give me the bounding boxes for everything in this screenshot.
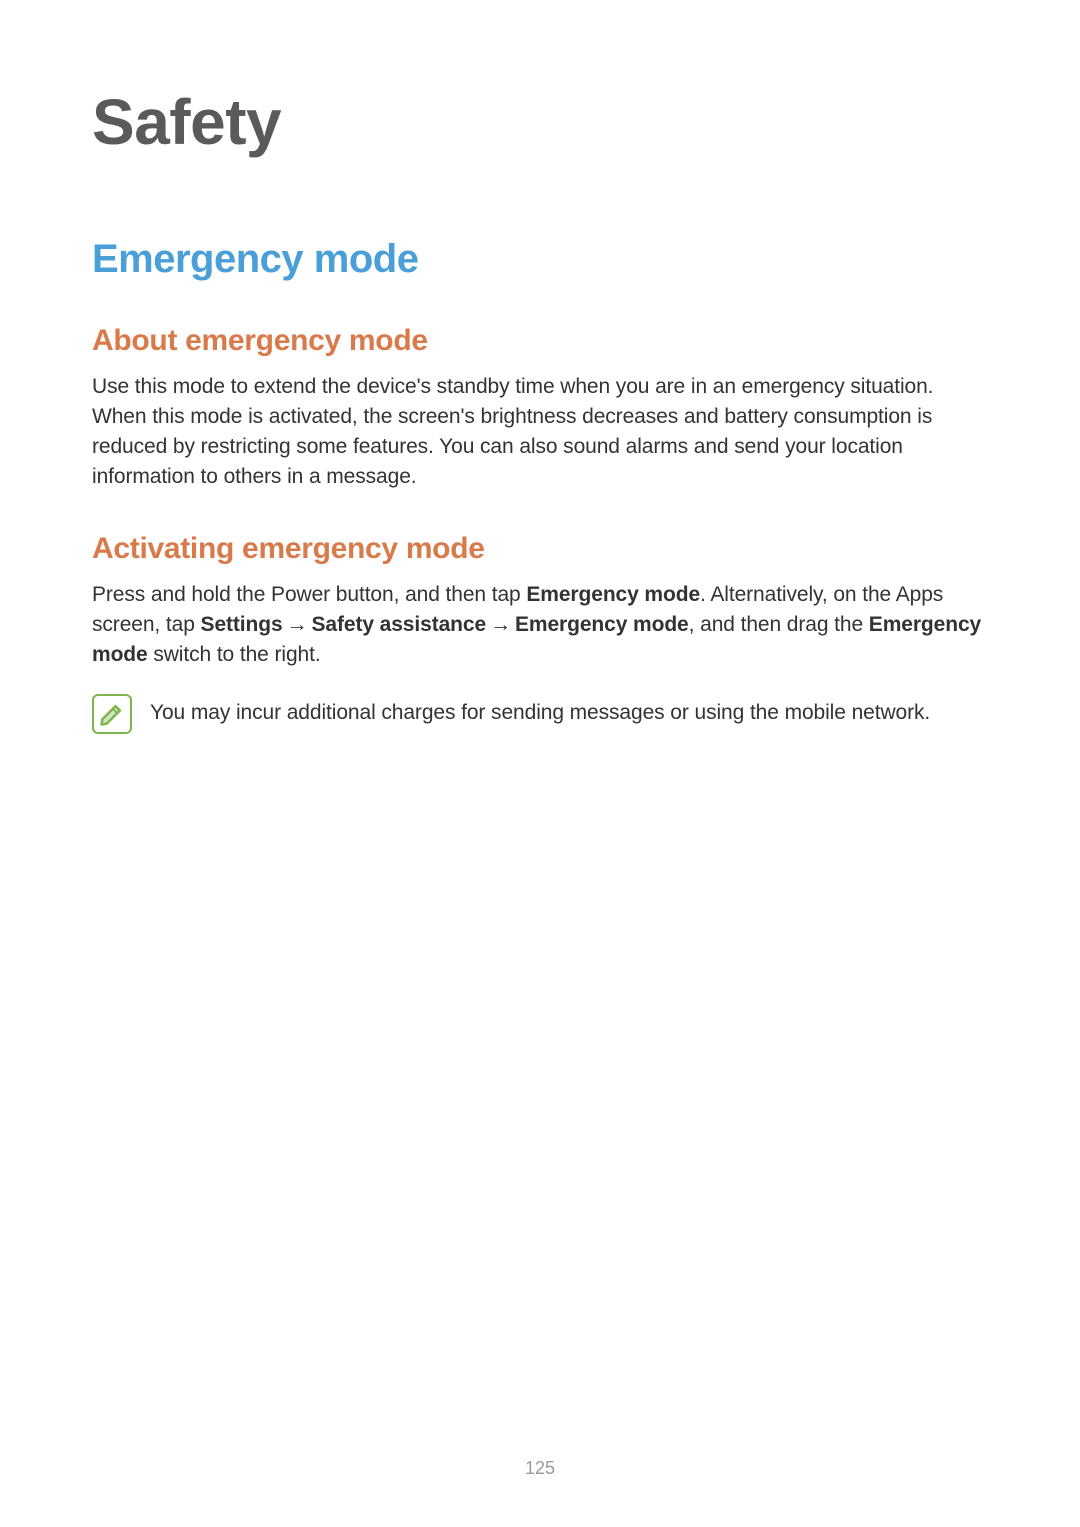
note-row: You may incur additional charges for sen… [92, 692, 988, 734]
arrow-icon-2: → [486, 610, 515, 640]
note-icon [92, 694, 132, 734]
instr-mid2: , and then drag the [689, 613, 869, 636]
instr-pre: Press and hold the Power button, and the… [92, 583, 526, 606]
chapter-title: Safety [92, 85, 988, 159]
instr-bold-settings: Settings [201, 613, 283, 636]
about-body-text: Use this mode to extend the device's sta… [92, 372, 988, 492]
subsection-title-activating: Activating emergency mode [92, 532, 988, 566]
instr-bold-emergency-mode-2: Emergency mode [515, 613, 689, 636]
pencil-note-icon [98, 700, 126, 728]
activating-instruction-text: Press and hold the Power button, and the… [92, 580, 988, 670]
subsection-title-about: About emergency mode [92, 324, 988, 358]
page-number: 125 [0, 1458, 1080, 1479]
note-text: You may incur additional charges for sen… [150, 692, 930, 728]
section-title-emergency-mode: Emergency mode [92, 237, 988, 282]
page-container: Safety Emergency mode About emergency mo… [0, 0, 1080, 1527]
instr-bold-safety-assistance: Safety assistance [311, 613, 486, 636]
arrow-icon-1: → [283, 610, 312, 640]
instr-post: switch to the right. [148, 643, 321, 666]
instr-bold-emergency-mode-1: Emergency mode [526, 583, 700, 606]
